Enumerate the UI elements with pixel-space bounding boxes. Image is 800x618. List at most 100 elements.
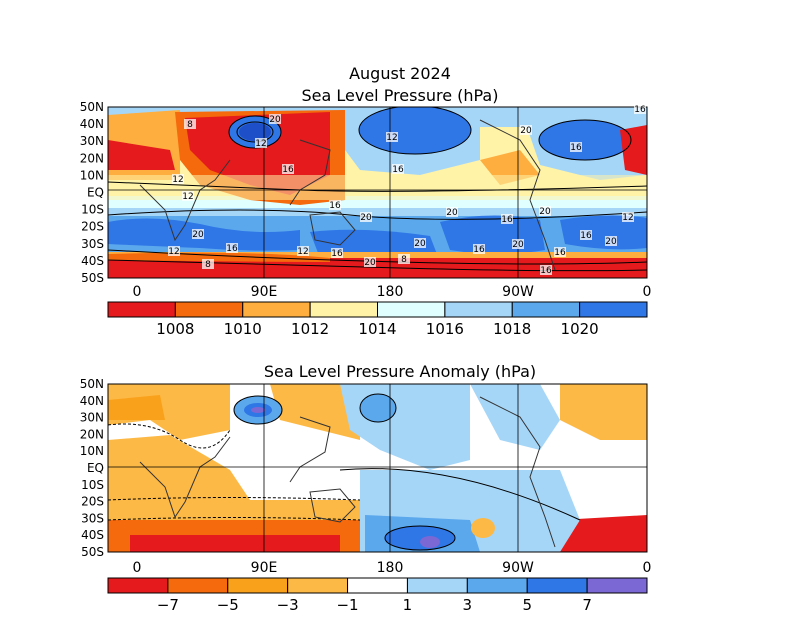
bottom-colorbar-swatch bbox=[107, 577, 169, 594]
top-lat-label: 50N bbox=[80, 100, 104, 114]
top-colorbar-swatch bbox=[242, 301, 311, 318]
top-map: 50N 40N 30N 20N 10N EQ 10S 20S 30S 40S 50S 0 90E 180… bbox=[80, 100, 652, 300]
bottom-field-south-pacific-pos-max bbox=[420, 536, 440, 548]
top-contour-label: 12 bbox=[182, 192, 193, 202]
bottom-colorbar-swatch bbox=[526, 577, 588, 594]
top-contour-label: 20 bbox=[446, 208, 458, 218]
bottom-lon-label: 90W bbox=[502, 560, 534, 576]
top-lat-label: 40S bbox=[81, 254, 104, 268]
top-contour-label-bg bbox=[570, 142, 582, 152]
top-contour-label-bg bbox=[386, 132, 398, 142]
bottom-field-na-pos bbox=[470, 384, 560, 450]
top-contour-label-bg bbox=[297, 246, 309, 256]
top-contour-label-bg bbox=[398, 254, 410, 264]
top-lat-label: 20S bbox=[81, 220, 104, 234]
top-contour-label: 20 bbox=[605, 237, 617, 247]
top-contour-label: 12 bbox=[255, 139, 266, 149]
top-contour-label-bg bbox=[329, 200, 341, 210]
bottom-colorbar-swatch bbox=[287, 577, 349, 594]
top-contour-label: 16 bbox=[634, 105, 646, 115]
bottom-contour-south-a bbox=[108, 497, 361, 501]
top-field-asia-low bbox=[185, 112, 330, 195]
top-lat-label: 50S bbox=[81, 271, 104, 285]
bottom-field-ne-atlantic-neg bbox=[560, 384, 647, 440]
bottom-lat-label: 30S bbox=[81, 511, 104, 525]
bottom-map-title: Sea Level Pressure Anomaly (hPa) bbox=[263, 362, 537, 381]
top-contour-label-bg bbox=[512, 239, 524, 249]
top-contour-label: 12 bbox=[172, 175, 183, 185]
top-lon-label: 0 bbox=[133, 284, 142, 300]
top-contour-label: 12 bbox=[297, 247, 308, 257]
top-contour-label-bg bbox=[182, 191, 194, 201]
top-contour-label-bg bbox=[255, 138, 267, 148]
bottom-colorbar-swatch bbox=[347, 577, 408, 594]
bottom-contour-pacific-pos bbox=[339, 468, 581, 521]
top-coast-australia bbox=[309, 211, 356, 246]
top-contour-label: 16 bbox=[570, 143, 582, 153]
top-contour-label: 16 bbox=[331, 249, 343, 259]
bottom-colorbar-swatch bbox=[167, 577, 229, 594]
bottom-colorbar-swatch bbox=[586, 577, 648, 594]
top-lon-label: 90W bbox=[502, 284, 534, 300]
top-contour-label: 16 bbox=[392, 165, 404, 175]
top-contour-label: 20 bbox=[364, 258, 376, 268]
bottom-field-south-pacific-neg bbox=[471, 518, 495, 538]
bottom-coast-east-asia bbox=[289, 416, 331, 483]
top-field-equator-band bbox=[108, 175, 647, 200]
bottom-field-tibet-pos-max bbox=[251, 407, 265, 413]
top-contour-12-south bbox=[108, 259, 647, 272]
top-field-edge-low bbox=[620, 125, 647, 175]
top-colorbar: 1008 1010 1012 1014 1016 1018 1020 bbox=[107, 301, 648, 338]
top-lat-label: 40N bbox=[80, 117, 104, 131]
top-contour-label-bg bbox=[580, 230, 592, 240]
top-colorbar-label: 1010 bbox=[224, 320, 262, 338]
bottom-lat-label: EQ bbox=[87, 461, 104, 475]
top-contour-label: 20 bbox=[414, 239, 426, 249]
bottom-contour-pacific-core bbox=[359, 393, 397, 423]
top-colorbar-label: 1014 bbox=[358, 320, 396, 338]
bottom-colorbar: −7 −5 −3 −1 1 3 5 7 bbox=[107, 577, 648, 614]
bottom-lon-label: 180 bbox=[377, 560, 404, 576]
top-contour-label-bg bbox=[539, 206, 551, 216]
top-contour-label: 20 bbox=[269, 115, 281, 125]
bottom-colorbar-label: −5 bbox=[217, 596, 239, 614]
bottom-field-south-neg-strong bbox=[130, 535, 340, 552]
top-field-north-pacific-high bbox=[359, 107, 471, 154]
bottom-contour-tibet bbox=[233, 395, 283, 425]
top-contour-labels: 8 12 12 8 12 16 20 16 20 12 16 20 12 16 8 12 20 16 20 16 20 1… bbox=[168, 104, 646, 276]
bottom-lat-label: 20S bbox=[81, 495, 104, 509]
bottom-map: 50N 40N 30N 20N 10N EQ 10S 20S 30S 40S 50S 0 90E 180… bbox=[80, 377, 652, 576]
top-contour-label-bg bbox=[202, 259, 214, 269]
top-colorbar-swatch bbox=[444, 301, 513, 318]
top-contour-label-bg bbox=[540, 265, 552, 275]
top-field-band-south-light-low bbox=[108, 252, 647, 260]
top-contour-label: 8 bbox=[401, 255, 407, 265]
bottom-colorbar-label: −7 bbox=[157, 596, 179, 614]
bottom-lon-label: 0 bbox=[133, 560, 142, 576]
top-map-gridlines bbox=[108, 107, 647, 278]
bottom-lat-labels: 50N 40N 30N 20N 10N EQ 10S 20S 30S 40S 50S bbox=[80, 377, 104, 559]
top-contour-label: 16 bbox=[540, 266, 552, 276]
top-lat-label: 30S bbox=[81, 237, 104, 251]
top-contour-label: 12 bbox=[622, 213, 633, 223]
top-lon-label: 180 bbox=[377, 284, 404, 300]
bottom-map-frame bbox=[107, 383, 648, 553]
top-contour-label: 16 bbox=[473, 245, 485, 255]
bottom-lon-label: 90E bbox=[251, 560, 278, 576]
bottom-lat-label: 50N bbox=[80, 377, 104, 391]
top-contour-label-bg bbox=[520, 125, 532, 135]
top-colorbar-swatch bbox=[309, 301, 378, 318]
top-field-tibet-core bbox=[239, 123, 271, 141]
top-colorbar-label: 1012 bbox=[291, 320, 329, 338]
top-contour-label-bg bbox=[622, 212, 634, 222]
bottom-colorbar-label: 1 bbox=[403, 596, 413, 614]
bottom-field-sw-atlantic-neg bbox=[560, 515, 647, 552]
top-field-atlantic-south-high bbox=[560, 215, 647, 250]
top-lat-label: 10N bbox=[80, 168, 104, 182]
bottom-lat-label: 10N bbox=[80, 444, 104, 458]
bottom-field-pacific-pos-core bbox=[360, 394, 396, 422]
bottom-lon-labels: 0 90E 180 90W 0 bbox=[133, 560, 652, 576]
bottom-colorbar-label: 5 bbox=[522, 596, 532, 614]
top-lat-label: 20N bbox=[80, 151, 104, 165]
